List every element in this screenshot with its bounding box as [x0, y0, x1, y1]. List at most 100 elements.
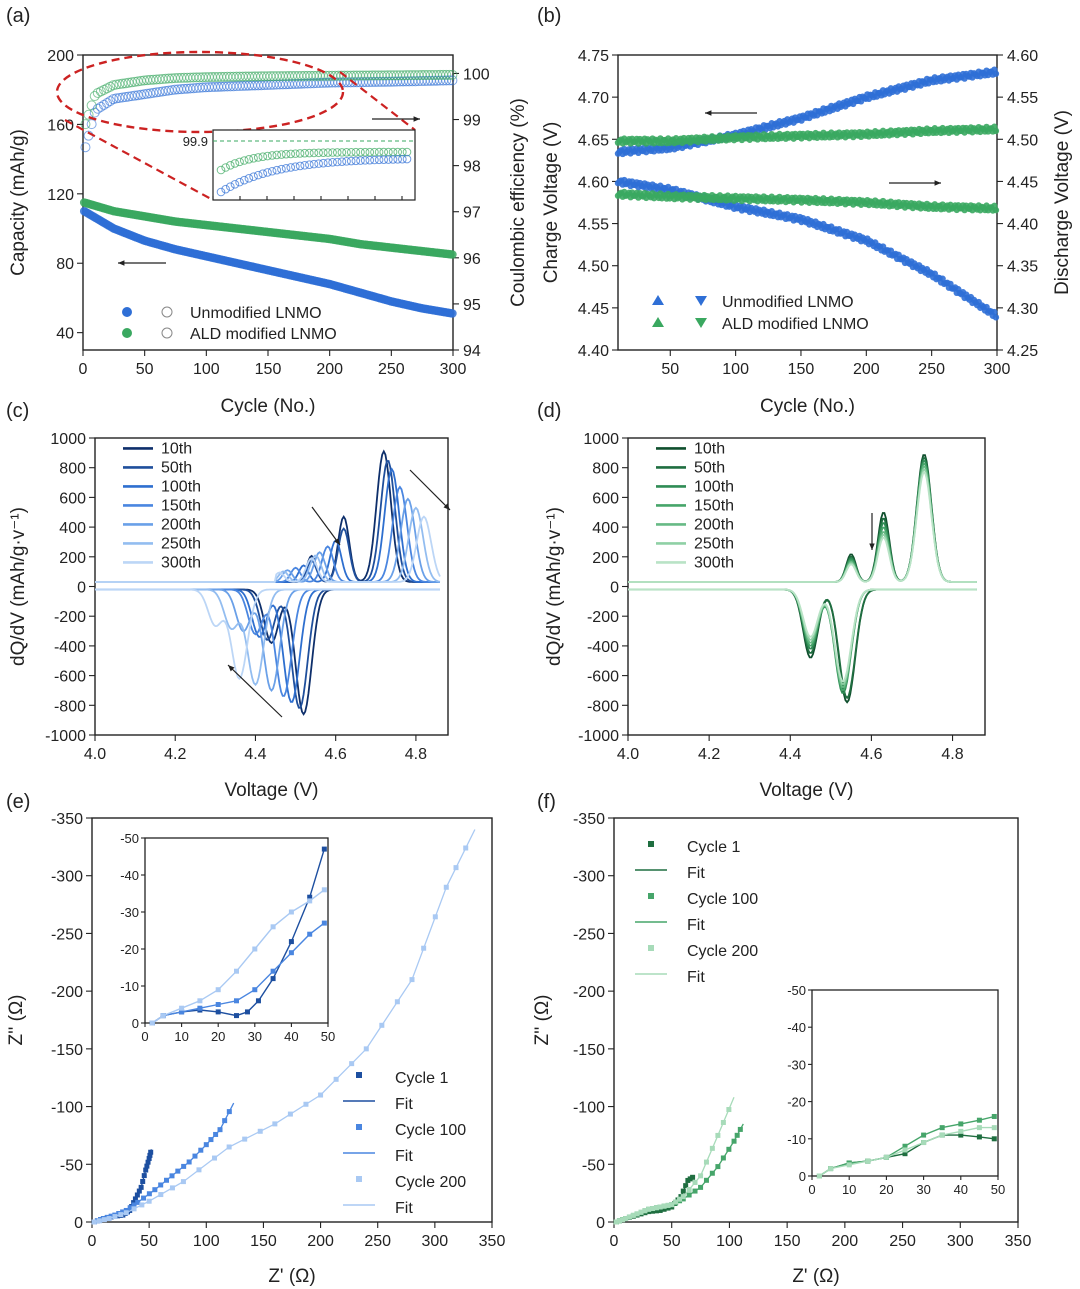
ce-point-unmodified — [441, 75, 452, 86]
inset-point-unmodified — [277, 164, 286, 174]
inset-data-point-Cycle 1 — [958, 1132, 964, 1138]
dqdv-discharge-curve-300th — [628, 588, 977, 682]
inset-y-tick-label: -50 — [120, 831, 139, 846]
legend-label-2: Cycle 100 — [687, 891, 758, 908]
inset-data-point-Cycle 200 — [234, 968, 239, 974]
f-y-tick-label: -250 — [573, 926, 605, 943]
data-point-Cycle 200 — [650, 1206, 656, 1212]
inset-point-unmodified — [323, 158, 333, 168]
data-point-Cycle 200 — [623, 1216, 629, 1222]
data-point-Cycle 100 — [720, 1155, 726, 1161]
inset-point-unmodified — [398, 154, 407, 164]
a-x-tick-label: 0 — [79, 361, 88, 378]
data-point-Cycle 100 — [146, 1191, 152, 1197]
data-point-Cycle 100 — [164, 1177, 170, 1183]
data-point-Cycle 100 — [186, 1159, 192, 1165]
data-point-Cycle 100 — [692, 1188, 698, 1194]
arrow-discharge-axis-head — [934, 180, 941, 186]
inset-data-point-Cycle 200 — [252, 946, 258, 952]
inset-data-point-Cycle 100 — [215, 1002, 221, 1007]
inset-point-unmodified — [216, 187, 226, 197]
ce-point-ald — [86, 100, 97, 111]
a-y-tick-label: 160 — [47, 117, 74, 134]
inset-data-point-Cycle 100 — [939, 1125, 945, 1131]
data-point-Cycle 200 — [453, 865, 459, 871]
a-yr-tick-label: 95 — [463, 297, 481, 314]
inset-point-unmodified — [332, 157, 342, 167]
d-y-tick-label: 0 — [610, 580, 619, 597]
data-point-Cycle 200 — [630, 1212, 636, 1218]
charge-point-ald — [992, 127, 1000, 135]
a-yr-tick-label: 99 — [463, 113, 481, 130]
inset-point-unmodified — [346, 156, 356, 166]
ce-point-unmodified — [80, 142, 91, 153]
zoom-line — [64, 119, 214, 201]
inset-data-point-Cycle 200 — [846, 1162, 852, 1168]
a-y-tick-label: 40 — [56, 326, 74, 343]
inset-data-point-Cycle 200 — [828, 1166, 834, 1172]
dqdv-discharge-curve-50th — [628, 588, 977, 700]
f-x-tick-label: 150 — [774, 1233, 801, 1250]
data-point-Cycle 200 — [106, 1216, 112, 1222]
b-yr-tick-label: 4.30 — [1007, 301, 1038, 318]
inset-y-tick-label: -10 — [120, 979, 139, 994]
a-x-axis-title: Cycle (No.) — [220, 396, 315, 417]
inset-y-tick-label: -20 — [787, 1095, 806, 1110]
data-point-Cycle 200 — [626, 1214, 632, 1220]
legend-label-150th: 150th — [161, 497, 201, 514]
data-point-Cycle 100 — [152, 1187, 158, 1193]
e-y-tick-label: 0 — [74, 1215, 83, 1232]
inset-point-ald — [272, 150, 282, 160]
legend-label-4: Cycle 200 — [395, 1174, 466, 1191]
d-x-tick-label: 4.4 — [779, 746, 801, 763]
inset-x-tick-label: 10 — [174, 1029, 188, 1044]
data-point-Cycle 200 — [709, 1145, 715, 1151]
a-yr-tick-label: 98 — [463, 159, 481, 176]
data-point-Cycle 100 — [703, 1177, 709, 1183]
plot-frame — [91, 817, 493, 1223]
d-x-tick-label: 4.6 — [860, 746, 882, 763]
inset-data-point-Cycle 100 — [958, 1121, 964, 1127]
inset-point-ald — [239, 156, 249, 165]
arrow-peak-shift-right-head — [443, 503, 450, 510]
data-point-Cycle 200 — [333, 1076, 339, 1082]
data-point-Cycle 100 — [737, 1126, 743, 1132]
arrow-ce-axis-head — [413, 116, 420, 122]
b-y-tick-label: 4.50 — [578, 259, 609, 276]
d-y-tick-label: 1000 — [583, 431, 619, 448]
legend-marker-Cycle-200 — [648, 945, 654, 951]
c-y-tick-label: 1000 — [50, 431, 86, 448]
c-y-tick-label: -800 — [54, 698, 86, 715]
data-point-Cycle 200 — [379, 1022, 385, 1028]
arrow-charge-axis-head — [705, 110, 712, 116]
inset-data-point-Cycle 200 — [991, 1125, 997, 1131]
inset-point-ald — [235, 157, 244, 167]
inset-x-tick-label: 30 — [248, 1029, 262, 1044]
a-y-axis-title: Capacity (mAh/g) — [8, 129, 29, 276]
d-y-tick-label: -800 — [587, 698, 619, 715]
inset-point-unmodified — [244, 174, 254, 183]
inset-point-unmodified — [226, 182, 235, 191]
data-point-Cycle 1 — [140, 1178, 146, 1184]
data-point-Cycle 200 — [692, 1179, 698, 1185]
a-y-tick-label: 200 — [47, 48, 74, 65]
legend-label-250th: 250th — [161, 535, 201, 552]
b-y-tick-label: 4.65 — [578, 132, 609, 149]
inset-data-point-Cycle 200 — [179, 1005, 185, 1011]
inset-x-tick-label: 50 — [991, 1182, 1005, 1197]
inset-point-unmodified — [258, 169, 268, 179]
c-x-tick-label: 4.0 — [84, 746, 106, 763]
panel-label-f: (f) — [537, 791, 556, 813]
discharge-point-unmodified — [939, 275, 946, 282]
b-x-tick-label: 200 — [853, 361, 880, 378]
inset-point-unmodified — [328, 158, 337, 167]
a-y-tick-label: 80 — [56, 256, 74, 273]
data-point-Cycle 200 — [653, 1205, 659, 1211]
b-x-tick-label: 300 — [984, 361, 1011, 378]
inset-y-tick-label: -20 — [120, 942, 139, 957]
data-point-Cycle 1 — [143, 1167, 149, 1173]
e-y-axis-title: Z'' (Ω) — [6, 995, 27, 1046]
f-y-tick-label: -100 — [573, 1100, 605, 1117]
fit-line-Cycle 200 — [94, 829, 476, 1223]
